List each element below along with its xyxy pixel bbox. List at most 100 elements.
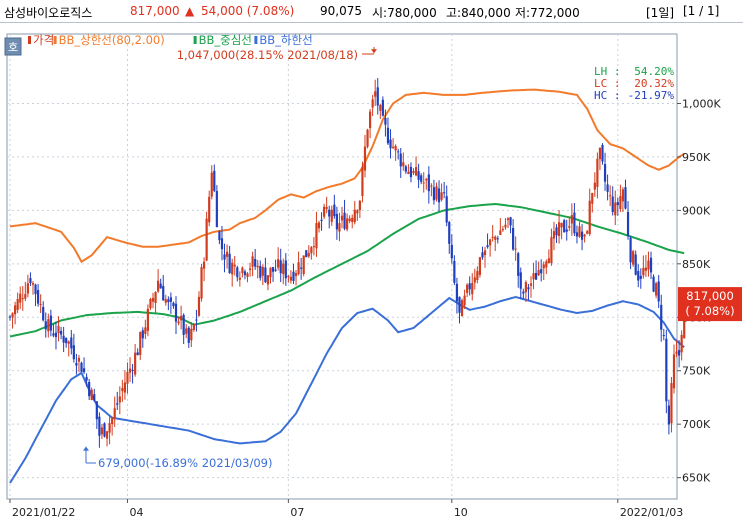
candle-body (478, 257, 482, 275)
page-indicator: [1 / 1] (683, 4, 720, 18)
candle-body (540, 269, 543, 274)
candle-body (675, 351, 678, 354)
candle-body (254, 258, 257, 267)
candle-body (606, 184, 609, 192)
candle-body (330, 209, 333, 222)
candle-body (603, 164, 607, 182)
candle-body (213, 170, 216, 191)
candle-body (31, 283, 35, 285)
candle-body (269, 267, 272, 278)
candle-body (36, 290, 40, 304)
candle-body (455, 283, 459, 302)
candle-body (305, 250, 308, 258)
candle-body (190, 328, 193, 341)
candle-body (39, 303, 42, 305)
candle-body (440, 192, 443, 200)
price-badge-pct: ( 7.08%) (685, 304, 734, 318)
candle-body (642, 267, 645, 276)
candle-body (580, 231, 584, 240)
candle-body (154, 292, 157, 304)
candle-body (141, 330, 144, 339)
candle-body (77, 357, 81, 362)
candle-body (300, 267, 303, 269)
candle-body (414, 167, 418, 176)
candle-body (248, 268, 252, 271)
candle-body (637, 270, 640, 281)
candle-body (550, 237, 553, 264)
legend-swatch (28, 36, 31, 44)
candle-body (82, 368, 86, 373)
candle-body (501, 229, 504, 231)
candle-body (231, 262, 234, 275)
candle-body (123, 382, 127, 393)
candle-body (131, 369, 134, 371)
candle-body (563, 220, 566, 233)
range-stats: LH : 54.20% LC : 20.32% HC : -21.97% (594, 65, 674, 102)
candle-body (174, 303, 178, 322)
toolbar-button-bg[interactable] (4, 37, 22, 56)
candle-body (417, 171, 420, 180)
candle-body (601, 144, 604, 162)
candle-body (59, 330, 63, 335)
candle-body (519, 272, 522, 289)
stat-value: -21.97% (628, 89, 675, 102)
candle-body (491, 236, 494, 238)
high-arrow-icon (371, 49, 377, 54)
candle-body (338, 223, 341, 232)
candle-body (363, 146, 367, 171)
toolbar-button-label[interactable]: 호 (8, 41, 18, 54)
candle-body (34, 284, 37, 295)
candle-body (277, 259, 280, 268)
candle-body (279, 260, 282, 274)
candle-body (662, 335, 665, 337)
candles (8, 78, 686, 448)
grid (7, 34, 677, 499)
candle-body (632, 251, 635, 265)
candle-body (609, 195, 612, 197)
y-tick-label: 650K (682, 472, 711, 485)
candle-body (427, 174, 430, 192)
price-badge-bg (678, 287, 742, 322)
low-arrow-icon (83, 446, 89, 451)
candle-body (458, 296, 461, 313)
toolbar-button[interactable]: 호 (4, 37, 22, 56)
candle-body (65, 337, 68, 344)
candle-body (639, 275, 642, 279)
price-change: 54,000 (7.08%) (201, 4, 295, 18)
candle-body (167, 299, 170, 303)
low-annotation: 679,000(-16.89% 2021/03/09) (98, 456, 272, 470)
candle-body (422, 182, 425, 184)
candle-body (430, 185, 433, 187)
candle-body (274, 269, 277, 271)
candle-body (437, 188, 441, 203)
candle-body (368, 111, 372, 129)
candle-body (598, 147, 602, 160)
candle-body (624, 187, 627, 209)
legend-swatch (193, 36, 197, 44)
candle-body (611, 196, 614, 213)
candle-body (361, 166, 364, 197)
candle-body (310, 247, 313, 254)
candle-body (19, 293, 22, 303)
candle-body (271, 267, 275, 272)
candle-body (404, 166, 407, 172)
candle-body (647, 260, 650, 270)
candle-body (672, 354, 676, 389)
period-selector[interactable]: [1일] (646, 6, 675, 20)
candle-body (591, 192, 594, 204)
candle-body (678, 350, 681, 356)
candle-body (208, 196, 211, 223)
candle-body (514, 248, 517, 250)
candle-body (266, 275, 270, 285)
candle-body (376, 87, 379, 106)
candle-body (11, 313, 14, 318)
candle-body (512, 227, 515, 250)
candle-body (473, 277, 476, 283)
candle-body (471, 283, 474, 295)
candle-body (504, 224, 507, 228)
candle-body (264, 267, 267, 283)
candle-body (225, 251, 229, 257)
y-tick-label: 1,000K (682, 97, 721, 110)
candle-body (399, 153, 402, 167)
candle-body (62, 335, 65, 343)
